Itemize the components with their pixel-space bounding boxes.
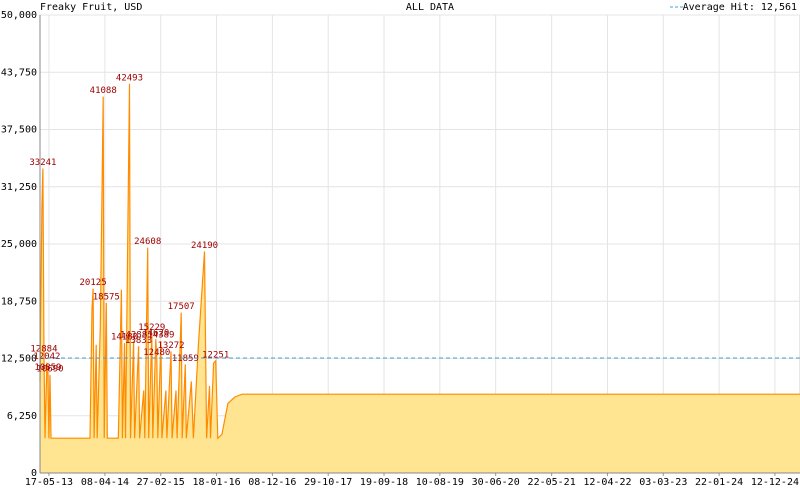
value-label: 20125 <box>80 278 107 288</box>
value-label: 12251 <box>202 350 229 360</box>
x-tick-label: 17-05-13 <box>25 477 73 488</box>
y-tick-label: 18,750 <box>1 296 37 307</box>
value-label: 12480 <box>143 348 170 358</box>
x-tick-label: 29-10-17 <box>304 477 352 488</box>
y-tick-label: 25,000 <box>1 239 37 250</box>
value-label: 24190 <box>191 241 218 251</box>
y-tick-label: 50,000 <box>1 10 37 21</box>
chart-title: Freaky Fruit, USD <box>40 2 142 13</box>
value-label: 15229 <box>138 323 165 333</box>
value-label: 10690 <box>36 365 63 375</box>
area <box>40 83 800 474</box>
value-label: 14180 <box>111 333 138 343</box>
value-label: 14388 <box>120 331 147 341</box>
y-tick-label: 0 <box>31 468 37 479</box>
value-label: 17507 <box>168 302 195 312</box>
line <box>39 83 800 440</box>
value-label: 13272 <box>157 341 184 351</box>
chart-subtitle: ALL DATA <box>406 2 454 13</box>
value-label: 10859 <box>34 363 61 373</box>
value-label: 41088 <box>90 86 117 96</box>
x-tick-label: 08-04-14 <box>81 477 129 488</box>
x-tick-label: 18-01-16 <box>192 477 240 488</box>
y-tick-label: 6,250 <box>7 411 37 422</box>
value-label: 12042 <box>33 352 60 362</box>
y-tick-label: 43,750 <box>1 67 37 78</box>
x-tick-label: 27-02-15 <box>137 477 185 488</box>
y-tick-label: 31,250 <box>1 182 37 193</box>
x-tick-label: 19-09-18 <box>360 477 408 488</box>
value-label: 13833 <box>125 336 152 346</box>
x-tick-label: 22-05-21 <box>528 477 576 488</box>
value-label: 33241 <box>29 158 56 168</box>
value-label: 14389 <box>147 331 174 341</box>
value-label: 24608 <box>134 237 161 247</box>
x-tick-label: 30-06-20 <box>472 477 520 488</box>
legend-label: Average Hit: 12,561 <box>683 2 797 13</box>
y-tick-label: 37,500 <box>1 125 37 136</box>
x-tick-label: 08-12-16 <box>248 477 296 488</box>
value-label: 14620 <box>142 329 169 339</box>
x-tick-label: 03-03-23 <box>639 477 687 488</box>
value-label: 12884 <box>30 344 57 354</box>
x-tick-label: 12-12-24 <box>751 477 799 488</box>
value-label: 18575 <box>93 292 120 302</box>
x-tick-label: 12-04-22 <box>583 477 631 488</box>
x-tick-label: 10-08-19 <box>416 477 464 488</box>
value-label: 11859 <box>172 354 199 364</box>
x-tick-label: 22-01-24 <box>695 477 743 488</box>
y-tick-label: 12,500 <box>1 354 37 365</box>
value-label: 42493 <box>116 73 143 83</box>
